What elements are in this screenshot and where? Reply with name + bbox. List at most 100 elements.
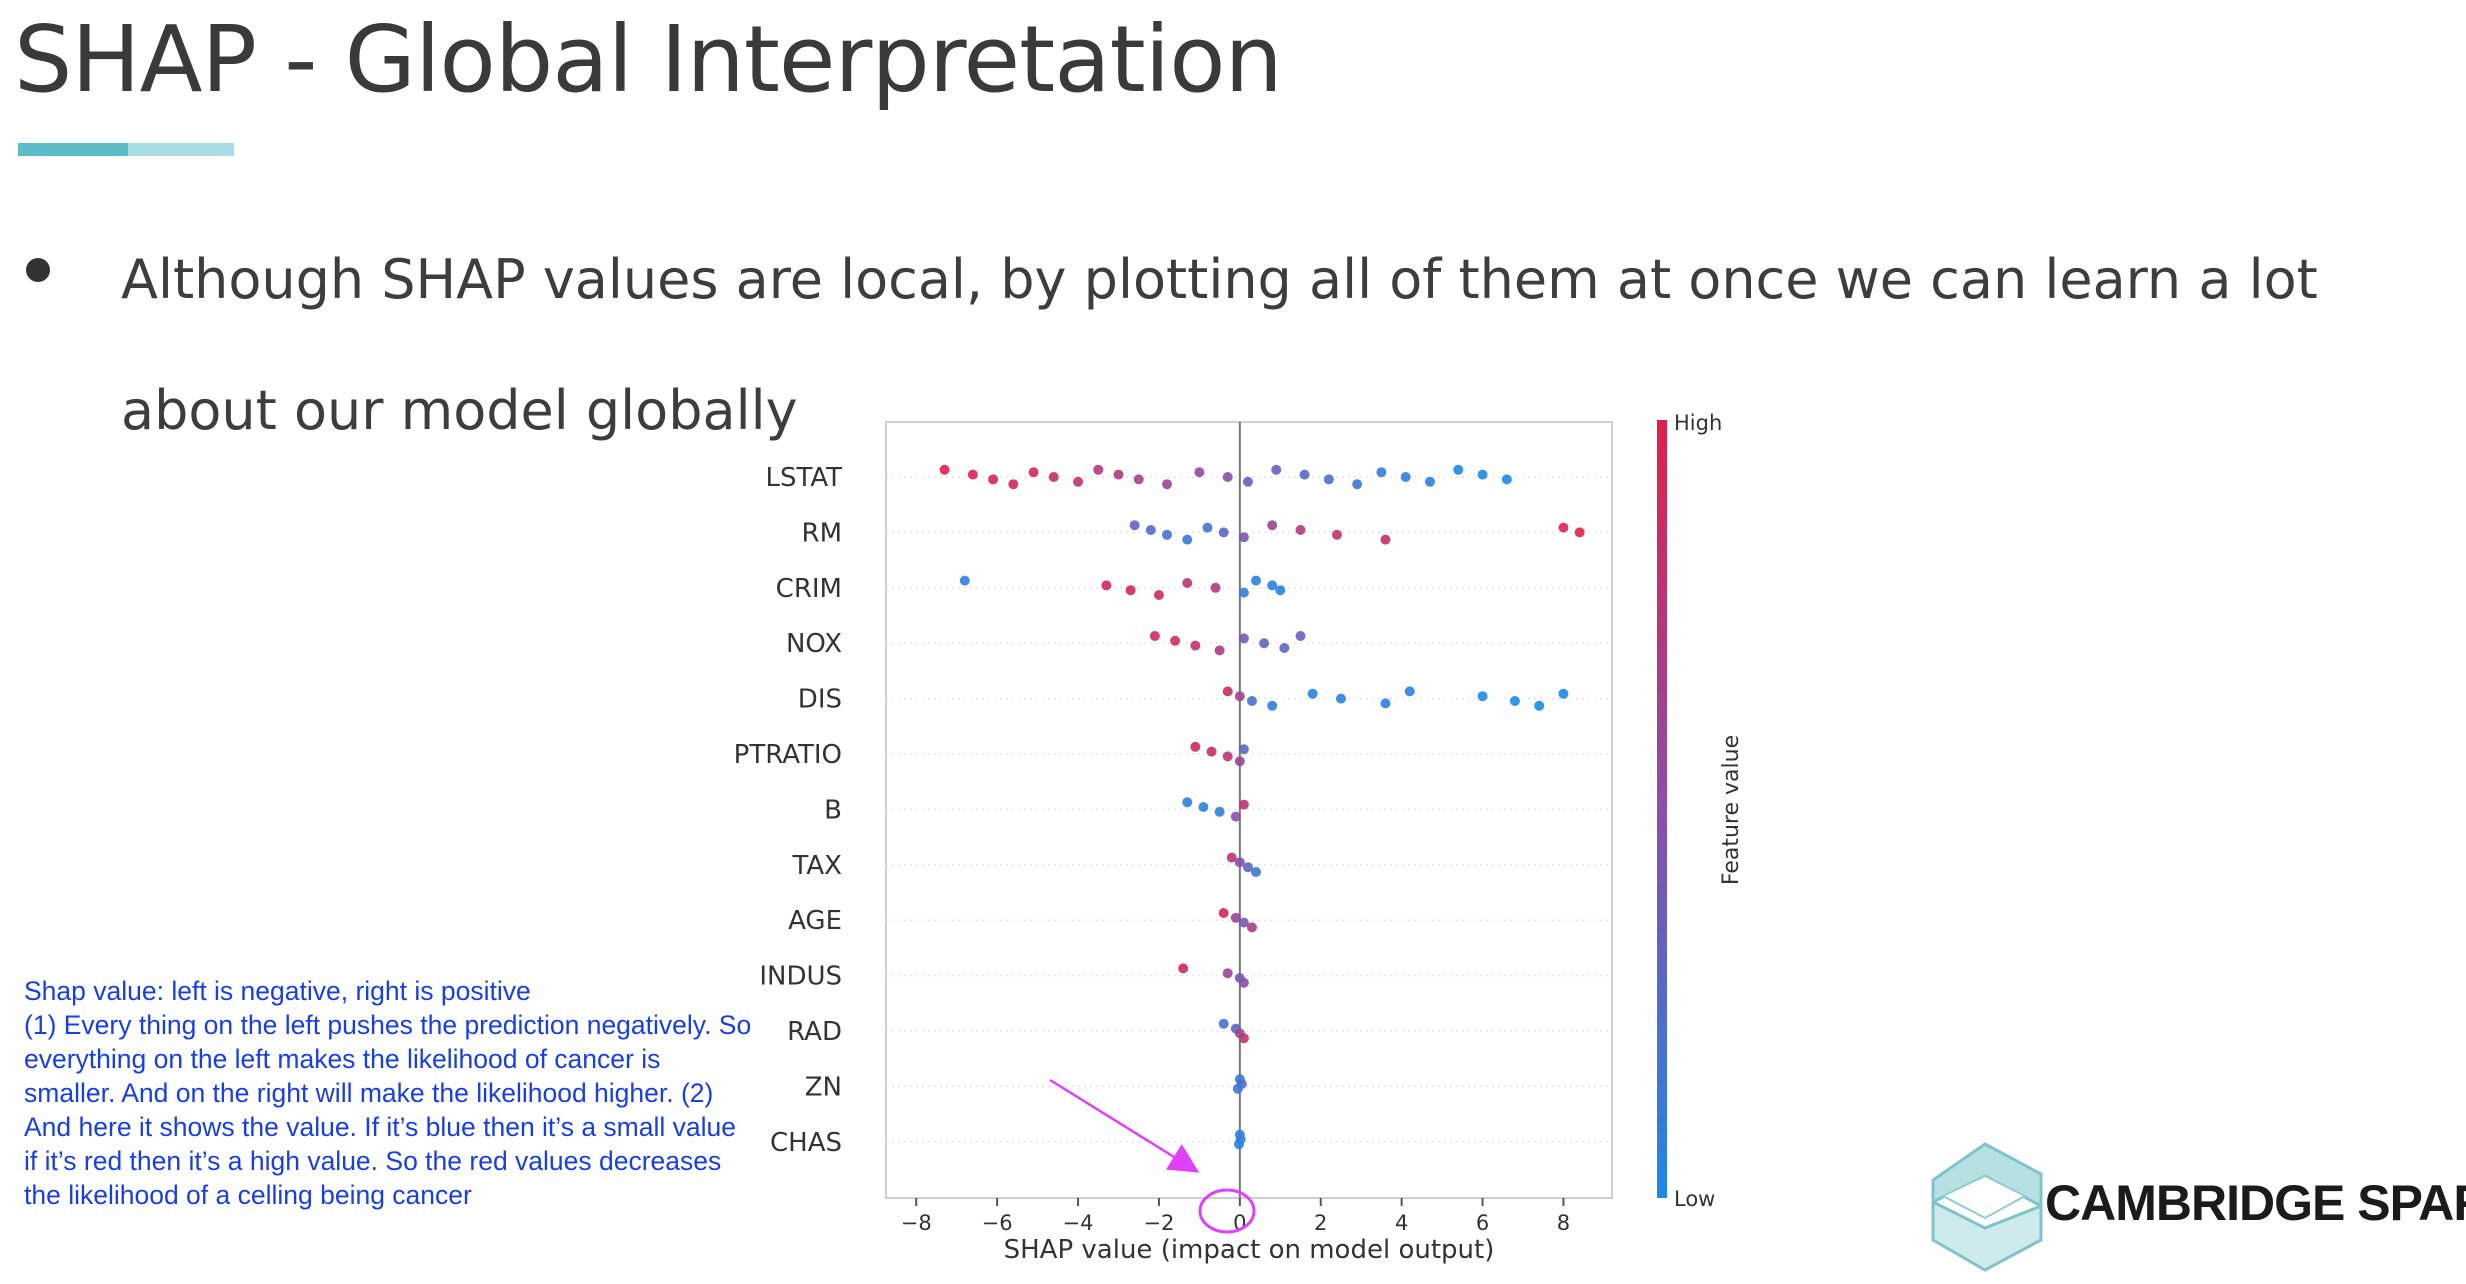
shap-point [1352, 479, 1363, 490]
shap-point [1246, 922, 1257, 933]
shap-point [1477, 691, 1488, 702]
shap-point [1400, 472, 1411, 482]
shap-point [1234, 1139, 1245, 1150]
shap-point [1101, 580, 1112, 591]
shap-point [1028, 467, 1039, 478]
feature-label: CHAS [770, 1128, 842, 1158]
feature-label: PTRATIO [734, 740, 842, 770]
shap-point [1376, 467, 1387, 478]
shap-point [1145, 525, 1156, 535]
shap-point [1182, 578, 1193, 588]
shap-point [1558, 522, 1569, 533]
shap-point [1129, 520, 1140, 531]
shap-point [1501, 474, 1512, 485]
shap-point [1251, 867, 1262, 877]
shap-point [1125, 585, 1136, 596]
shap-point [1073, 476, 1084, 487]
shap-point [959, 575, 970, 586]
shap-point [1404, 686, 1415, 697]
shap-point [1093, 464, 1104, 475]
x-tick-label: 4 [1395, 1211, 1408, 1235]
shap-point [1153, 590, 1164, 600]
shap-point [1230, 811, 1241, 822]
x-tick-label: −6 [982, 1211, 1013, 1235]
feature-label: NOX [786, 629, 842, 659]
shap-point [1251, 575, 1262, 586]
shap-point [1238, 1033, 1249, 1044]
shap-point [1238, 977, 1249, 988]
shap-point [1218, 527, 1229, 538]
shap-point [1267, 580, 1278, 591]
shap-point [1238, 799, 1249, 810]
shap-point [1279, 643, 1290, 653]
shap-point [1234, 857, 1245, 868]
shap-point [1534, 700, 1545, 711]
shap-point [1222, 472, 1233, 482]
shap-point [1335, 693, 1346, 704]
shap-point [1214, 806, 1225, 817]
shap-point [1206, 746, 1217, 757]
shap-point [967, 469, 978, 480]
feature-label: TAX [792, 851, 842, 881]
shap-point [1295, 631, 1306, 641]
shap-point [1509, 696, 1520, 706]
shap-point [1295, 525, 1306, 535]
shap-point [1113, 469, 1124, 480]
shap-point [1162, 479, 1173, 490]
shap-point [1182, 534, 1193, 545]
feature-label: RAD [787, 1017, 842, 1047]
feature-label: CRIM [776, 574, 842, 604]
feature-label: DIS [798, 685, 842, 715]
shap-point [1232, 1083, 1243, 1094]
shap-point [1238, 917, 1249, 928]
shap-point [1198, 802, 1209, 812]
annotation-arrow [1049, 1078, 1200, 1173]
x-tick-label: −4 [1063, 1211, 1094, 1235]
x-tick-label: 2 [1314, 1211, 1327, 1235]
shap-point [1307, 688, 1318, 699]
shap-point [1246, 696, 1257, 706]
shap-point [1170, 635, 1181, 646]
x-tick-label: −2 [1143, 1211, 1174, 1235]
shap-point [1271, 464, 1282, 475]
shap-point [1234, 691, 1245, 702]
shap-point [1162, 529, 1173, 540]
shap-point [1380, 698, 1391, 709]
shap-point [1230, 912, 1241, 923]
shap-point [939, 464, 950, 475]
shap-point [1323, 474, 1334, 485]
shap-point [1453, 464, 1464, 475]
shap-point [1259, 638, 1270, 649]
shap-point [1331, 529, 1342, 540]
colorbar-high-label: High [1674, 411, 1722, 435]
shap-point [1477, 469, 1488, 480]
x-axis-label: SHAP value (impact on model output) [1004, 1235, 1495, 1265]
shap-point [1234, 756, 1245, 767]
shap-point [1218, 908, 1229, 918]
shap-point [1242, 862, 1253, 873]
x-tick-label: 6 [1476, 1211, 1489, 1235]
colorbar-title: Feature value [1719, 735, 1744, 885]
shap-point [988, 474, 999, 485]
feature-label: ZN [805, 1072, 842, 1102]
logo-text: CAMBRIDGE SPARK [2045, 1175, 2466, 1231]
shap-point [1190, 741, 1201, 752]
shap-point [1299, 469, 1310, 480]
slide-title: SHAP - Global Interpretation [14, 6, 1283, 113]
shap-point [1238, 587, 1249, 598]
cambridge-spark-logo: CAMBRIDGE SPARK [1925, 1140, 2466, 1275]
shap-point [1424, 476, 1435, 487]
shap-point [1238, 633, 1249, 644]
title-underline-light [128, 143, 234, 156]
shap-point [1267, 520, 1278, 531]
bullet-dot [26, 258, 50, 282]
logo-mark-icon [1931, 1142, 2043, 1272]
shap-point [1202, 522, 1213, 533]
shap-point [1218, 1018, 1229, 1029]
colorbar [1657, 420, 1667, 1198]
shap-point [1222, 968, 1233, 979]
shap-point [1267, 700, 1278, 711]
shap-point [1574, 527, 1585, 538]
title-underline [18, 143, 234, 156]
